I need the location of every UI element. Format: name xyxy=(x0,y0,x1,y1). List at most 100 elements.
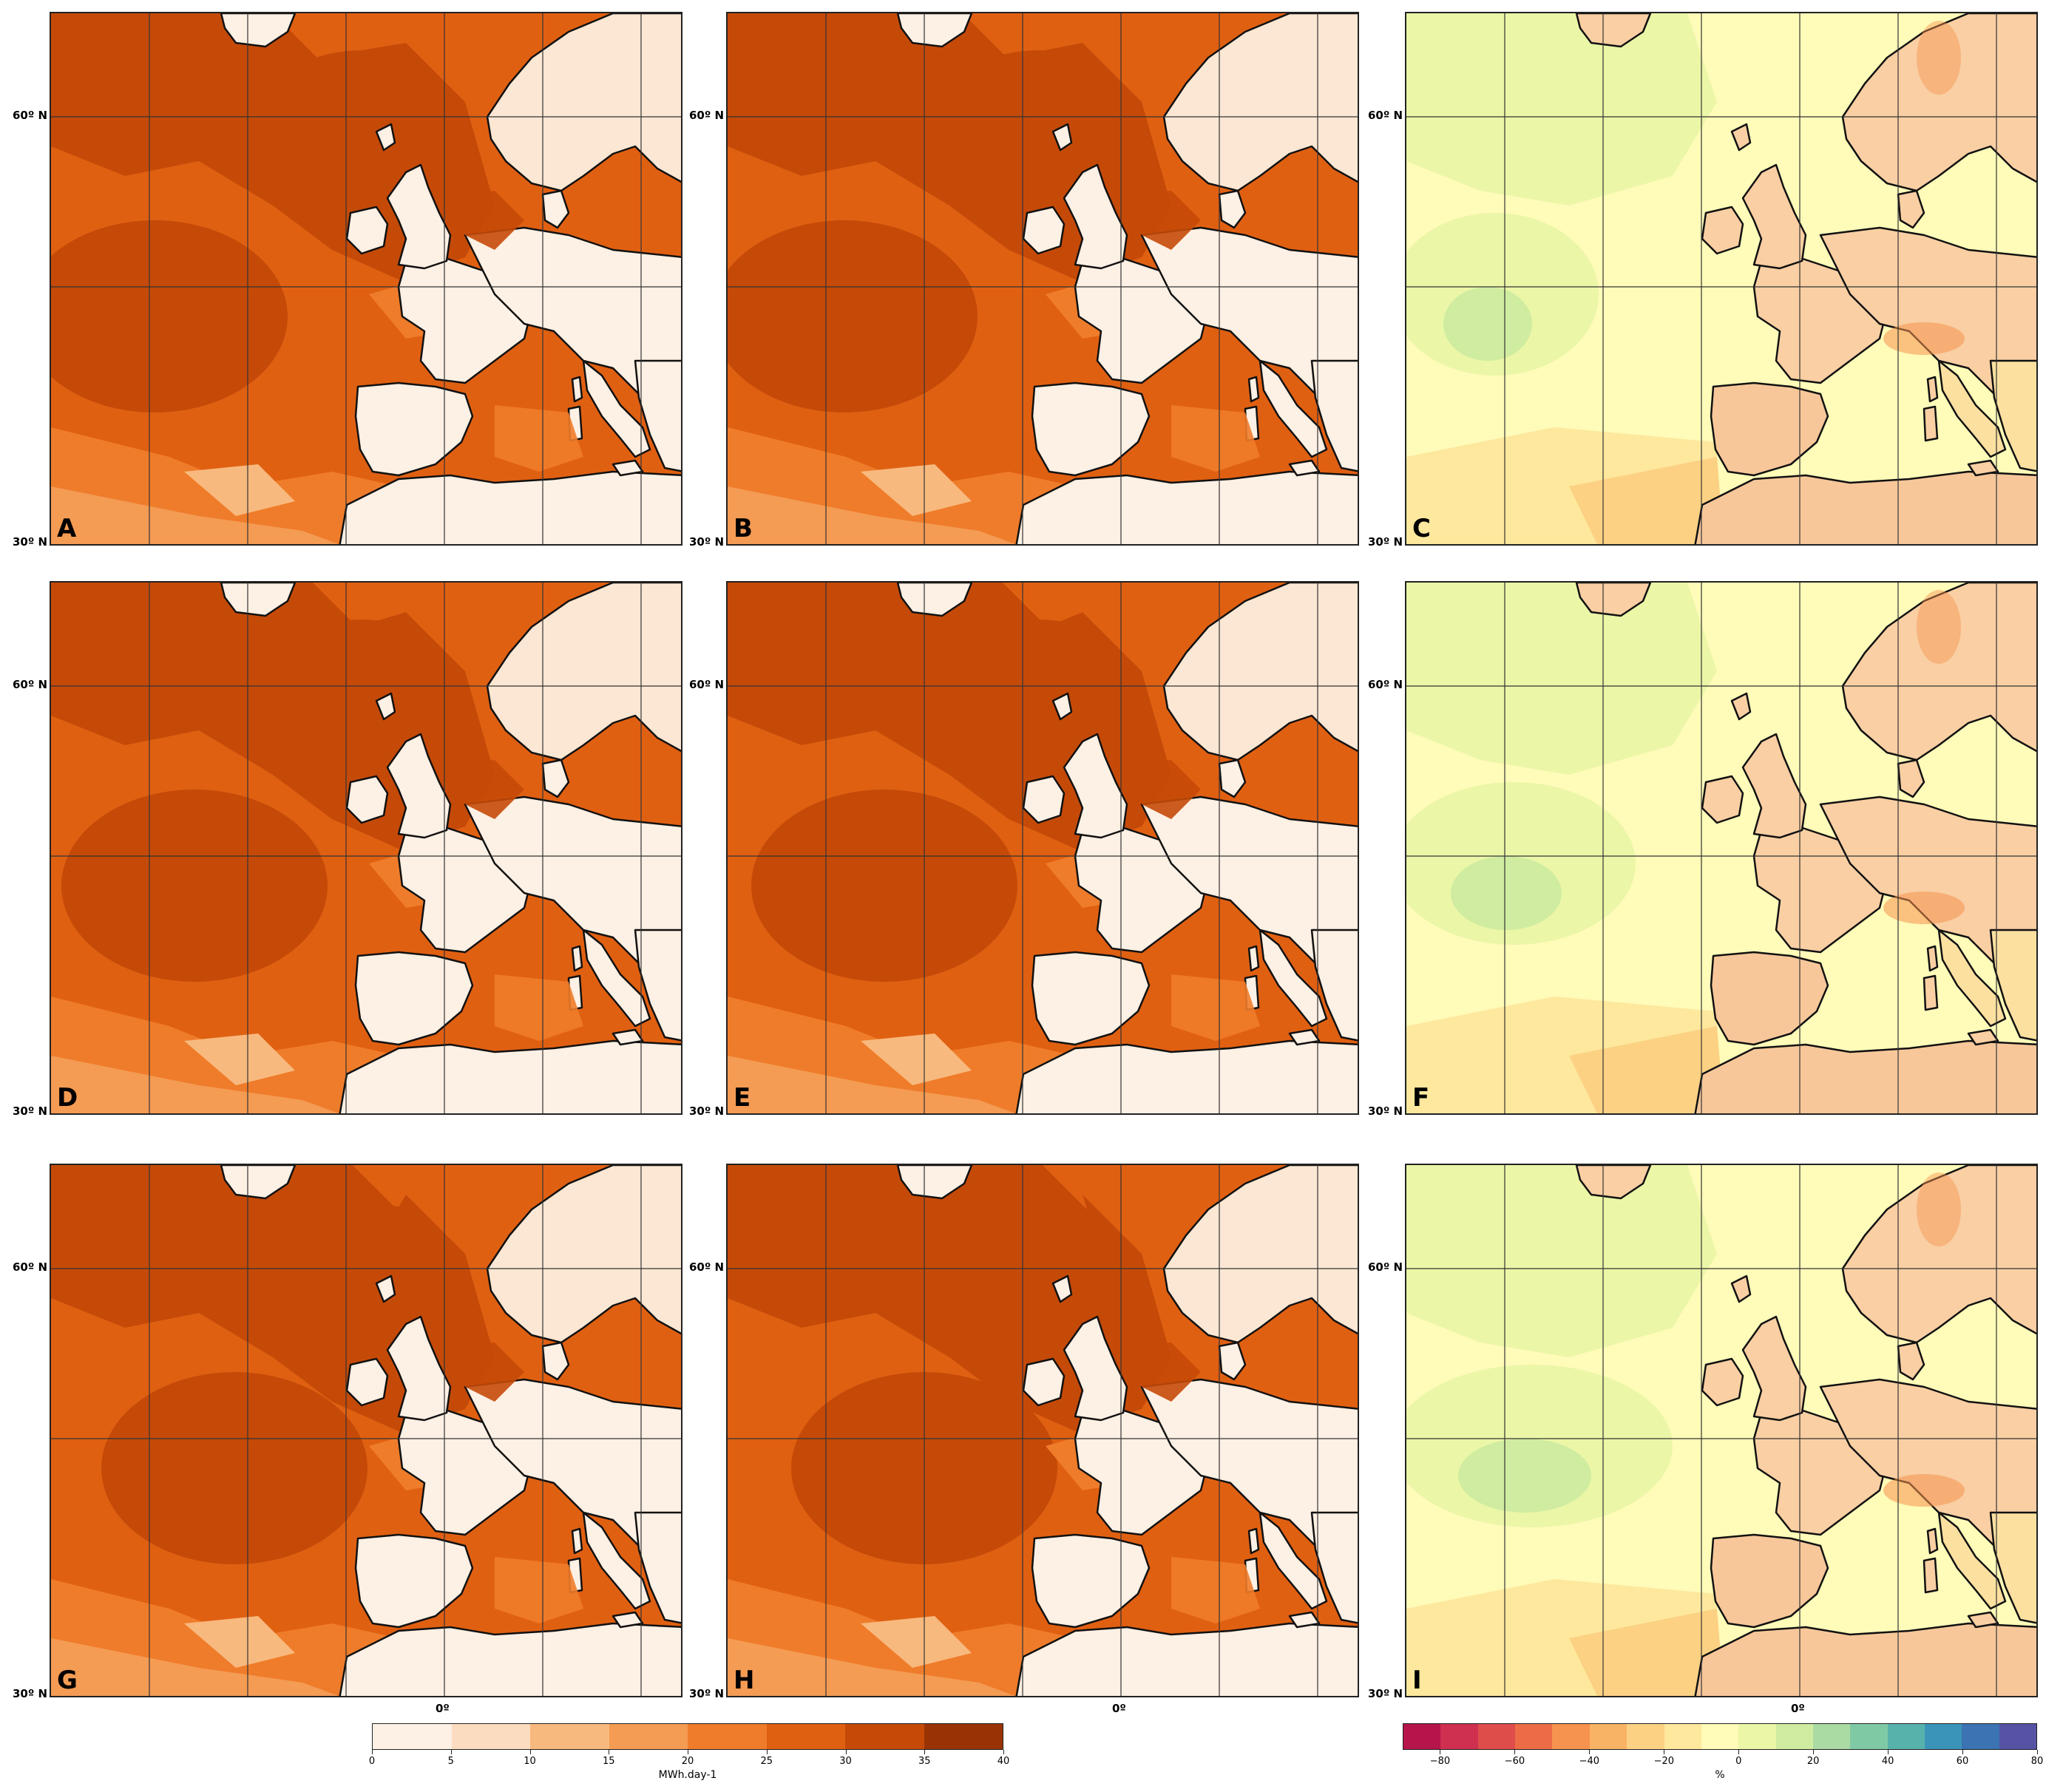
map-panel-a: A xyxy=(50,12,682,546)
energy-tick-mark xyxy=(450,1750,452,1754)
land-corsica xyxy=(1247,945,1260,972)
diff-swatch xyxy=(1515,1724,1553,1749)
diff-colorbar-unit: % xyxy=(1715,1769,1725,1781)
land-denmark xyxy=(1218,1341,1247,1381)
map-panel-e: E xyxy=(726,581,1359,1115)
land-italy xyxy=(1259,1511,1328,1610)
land-iberia xyxy=(1710,381,1829,477)
latitude-label-60n: 60º N xyxy=(13,1260,48,1274)
diff-swatch xyxy=(1477,1724,1516,1749)
diff-tick-label: 0 xyxy=(1735,1756,1742,1767)
latitude-label-30n: 30º N xyxy=(689,1687,725,1700)
energy-tick-mark xyxy=(1003,1750,1004,1754)
diff-tick-label: −20 xyxy=(1653,1756,1674,1767)
land-scandinavia xyxy=(1841,13,2036,192)
panel-label: F xyxy=(1412,1083,1430,1113)
diff-swatch xyxy=(1403,1724,1441,1749)
map-panel-f: F xyxy=(1405,581,2038,1115)
land-sicily xyxy=(1288,1028,1321,1046)
land-africa xyxy=(339,470,681,544)
energy-tick-label: 0 xyxy=(368,1756,376,1767)
energy-tick-mark xyxy=(924,1750,926,1754)
land-iceland xyxy=(220,13,297,48)
diff-tick-mark xyxy=(1589,1750,1591,1754)
land-ireland xyxy=(345,775,389,824)
land-central xyxy=(1819,795,2036,968)
land-denmark xyxy=(541,189,570,229)
land-scandinavia xyxy=(486,1165,681,1344)
land-denmark xyxy=(1897,1341,1925,1381)
energy-swatch xyxy=(451,1724,530,1749)
land-ireland xyxy=(1022,775,1066,824)
latitude-label-60n: 60º N xyxy=(13,109,48,122)
longitude-label-0: 0º xyxy=(1112,1702,1126,1715)
land-iberia xyxy=(1031,381,1151,477)
land-iceland xyxy=(896,13,973,48)
diff-swatch xyxy=(1850,1724,1888,1749)
land-denmark xyxy=(1897,758,1925,798)
land-italy xyxy=(1259,359,1328,458)
energy-tick-label: 15 xyxy=(602,1756,615,1767)
land-iceland xyxy=(1575,13,1652,48)
diff-tick-mark xyxy=(1738,1750,1740,1754)
land-central xyxy=(464,1378,681,1551)
land-scandinavia xyxy=(1162,13,1358,192)
land-scotlandIsl xyxy=(375,1275,396,1303)
land-uk xyxy=(1741,733,1807,839)
land-central xyxy=(1140,795,1358,968)
land-ireland xyxy=(345,206,389,255)
land-central xyxy=(464,795,681,968)
land-balkan xyxy=(1310,1511,1358,1624)
panel-label: C xyxy=(1412,514,1431,543)
diff-swatch xyxy=(1589,1724,1627,1749)
land-uk xyxy=(386,163,452,270)
land-sicily xyxy=(1288,1611,1321,1629)
land-balkan xyxy=(634,359,681,472)
latitude-label-30n: 30º N xyxy=(1368,1687,1403,1700)
latitude-label-60n: 60º N xyxy=(689,1260,725,1274)
latitude-label-60n: 60º N xyxy=(689,678,725,691)
diff-tick-mark xyxy=(1514,1750,1516,1754)
land-iberia xyxy=(1710,1533,1829,1629)
land-corsica xyxy=(571,376,583,403)
energy-swatch xyxy=(373,1724,452,1749)
land-scandinavia xyxy=(1162,583,1358,761)
diff-tick-mark xyxy=(2037,1750,2038,1754)
land-sardinia xyxy=(1923,974,1939,1011)
energy-swatch xyxy=(924,1724,1003,1749)
map-panel-c: C xyxy=(1405,12,2038,546)
latitude-label-60n: 60º N xyxy=(1368,1260,1403,1274)
land-iberia xyxy=(1031,1533,1151,1629)
land-africa xyxy=(1694,1622,2036,1696)
land-scotlandIsl xyxy=(1730,692,1752,721)
land-africa xyxy=(1694,470,2036,544)
land-sicily xyxy=(1288,459,1321,477)
energy-tick-label: 10 xyxy=(524,1756,536,1767)
land-scandinavia xyxy=(486,13,681,192)
land-scotlandIsl xyxy=(375,692,396,721)
land-central xyxy=(464,226,681,399)
panel-label: B xyxy=(734,514,753,543)
land-uk xyxy=(386,733,452,839)
land-uk xyxy=(1741,163,1807,270)
land-scotlandIsl xyxy=(1051,1275,1073,1303)
energy-colorbar xyxy=(372,1723,1003,1750)
land-uk xyxy=(1063,1315,1128,1422)
land-ireland xyxy=(1701,206,1744,255)
land-africa xyxy=(1694,1039,2036,1113)
land-iceland xyxy=(1575,583,1652,617)
land-central xyxy=(1819,226,2036,399)
land-sicily xyxy=(612,1028,644,1046)
land-denmark xyxy=(1897,189,1925,229)
latitude-label-60n: 60º N xyxy=(1368,678,1403,691)
diff-tick-label: −60 xyxy=(1504,1756,1525,1767)
land-iberia xyxy=(354,381,474,477)
land-italy xyxy=(1259,929,1328,1028)
diff-tick-label: 60 xyxy=(1956,1756,1969,1767)
land-balkan xyxy=(634,929,681,1042)
land-corsica xyxy=(1926,1527,1939,1555)
land-italy xyxy=(582,929,651,1028)
land-iceland xyxy=(220,583,297,617)
energy-tick-label: 35 xyxy=(918,1756,931,1767)
land-iceland xyxy=(896,583,973,617)
